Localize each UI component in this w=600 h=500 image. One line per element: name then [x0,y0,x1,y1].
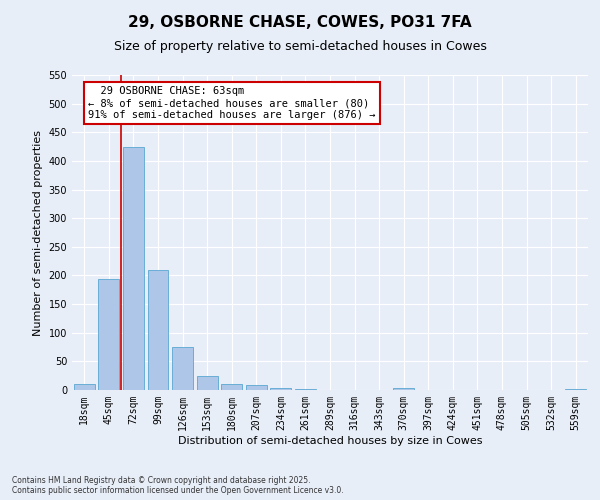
Bar [74,384,95,390]
Text: Contains HM Land Registry data © Crown copyright and database right 2025.
Contai: Contains HM Land Registry data © Crown c… [12,476,344,495]
Bar [246,386,267,390]
Bar [565,389,586,390]
Text: 29, OSBORNE CHASE, COWES, PO31 7FA: 29, OSBORNE CHASE, COWES, PO31 7FA [128,15,472,30]
Text: 29 OSBORNE CHASE: 63sqm
← 8% of semi-detached houses are smaller (80)
91% of sem: 29 OSBORNE CHASE: 63sqm ← 8% of semi-det… [88,86,376,120]
Bar [123,146,144,390]
Bar [98,280,119,390]
Bar [148,270,169,390]
Bar [172,347,193,390]
X-axis label: Distribution of semi-detached houses by size in Cowes: Distribution of semi-detached houses by … [178,436,482,446]
Bar [271,388,292,390]
Bar [221,384,242,390]
Bar [393,388,414,390]
Bar [197,376,218,390]
Y-axis label: Number of semi-detached properties: Number of semi-detached properties [33,130,43,336]
Text: Size of property relative to semi-detached houses in Cowes: Size of property relative to semi-detach… [113,40,487,53]
